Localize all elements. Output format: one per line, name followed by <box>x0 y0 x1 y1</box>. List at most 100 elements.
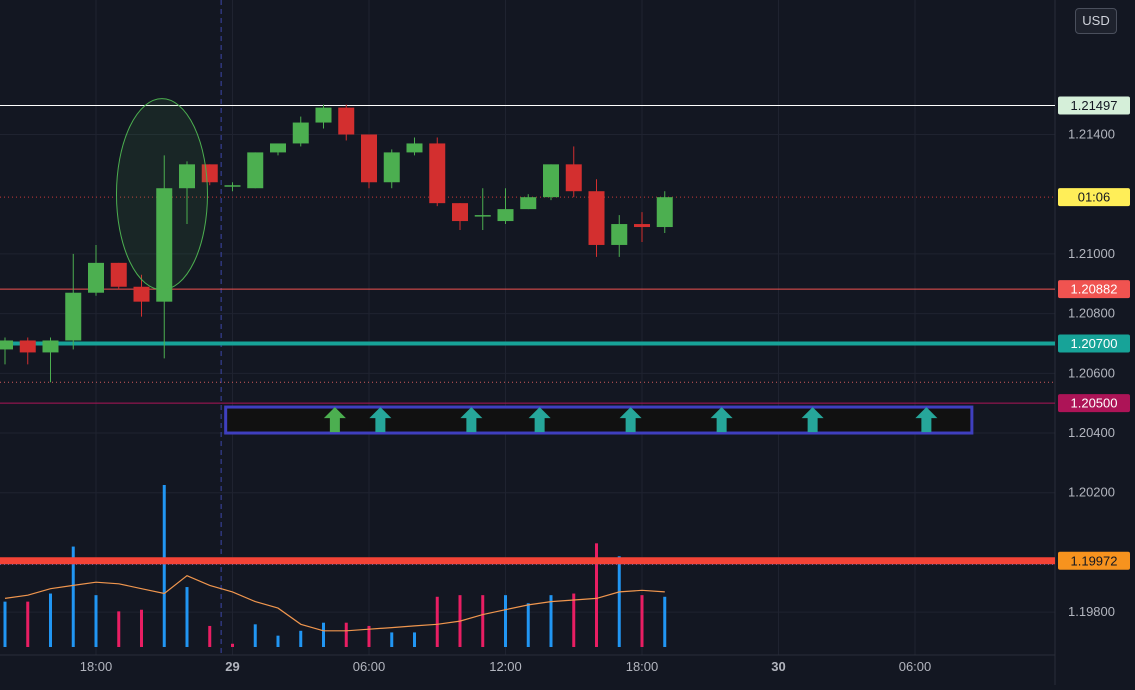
time-tick-label: 18:00 <box>80 659 113 674</box>
volume-bar <box>117 611 121 647</box>
drawings <box>115 98 974 435</box>
candle-up <box>270 143 286 156</box>
volume-bar <box>344 622 348 647</box>
candle-down <box>133 274 150 317</box>
volume-bar <box>322 622 325 647</box>
price-tick-label: 1.19800 <box>1068 604 1115 619</box>
volume-bar <box>276 635 280 647</box>
price-tick-label: 1.20800 <box>1068 306 1115 321</box>
candle-body <box>406 143 423 153</box>
volume-bar <box>617 556 621 647</box>
candle-body <box>19 340 36 353</box>
volume-bar <box>435 596 439 647</box>
price-tag <box>1058 551 1130 570</box>
price-tag-label: 1.20700 <box>1071 336 1118 351</box>
candle-body <box>565 164 582 192</box>
candle-body <box>179 164 195 189</box>
candle-up <box>474 188 491 231</box>
up-arrow-icon <box>323 407 346 433</box>
time-tick-label: 18:00 <box>626 659 659 674</box>
candle-down <box>361 134 377 189</box>
volume-bar <box>94 595 98 647</box>
price-tag-label: 1.20500 <box>1071 396 1118 411</box>
up-arrow-icon <box>801 407 824 433</box>
volume-bar <box>663 596 667 647</box>
price-levels <box>0 105 1055 565</box>
candle-up <box>383 149 400 189</box>
candles <box>0 104 673 383</box>
volume-bar <box>140 609 143 647</box>
time-tick-label: 06:00 <box>899 659 932 674</box>
candle-up <box>315 104 332 129</box>
volume-bar <box>253 624 257 647</box>
candle-up <box>156 155 173 359</box>
volume-bar <box>595 543 598 647</box>
candle-body <box>42 340 59 353</box>
price-tick-label: 1.20400 <box>1068 425 1115 440</box>
price-tick-label: 1.20600 <box>1068 365 1115 380</box>
volume-bar <box>71 546 75 647</box>
candle-down <box>19 337 36 365</box>
price-tag-label: 1.21497 <box>1071 98 1118 113</box>
candle-body <box>292 122 309 144</box>
volume-bar <box>299 630 303 647</box>
up-arrow-icon <box>369 407 392 433</box>
candle-body <box>452 203 468 222</box>
candle-body <box>474 215 491 217</box>
candle-up <box>247 152 264 189</box>
candle-body <box>383 152 400 183</box>
price-tick-label: 1.21400 <box>1068 126 1115 141</box>
volume-pane <box>3 485 667 647</box>
volume-bar <box>231 643 234 647</box>
up-arrow-icon <box>528 407 551 433</box>
candle-body <box>270 143 286 153</box>
candle-body <box>110 262 127 287</box>
price-tag <box>1058 96 1130 115</box>
candle-up <box>543 164 559 201</box>
time-tick-label: 12:00 <box>489 659 522 674</box>
candle-body <box>224 185 241 187</box>
candle-up <box>88 244 104 296</box>
candle-body <box>588 191 605 245</box>
signal-box <box>224 405 974 435</box>
volume-bar <box>504 595 507 647</box>
volume-bar <box>390 632 394 647</box>
candle-body <box>520 197 537 210</box>
up-arrow-icon <box>619 407 642 433</box>
time-axis[interactable]: 18:00 29 06:00 12:00 18:00 30 06:00 <box>80 659 932 674</box>
candle-down <box>110 262 127 290</box>
up-arrow-icon <box>915 407 938 433</box>
volume-bar <box>367 625 371 647</box>
price-tag <box>1058 188 1130 207</box>
volume-ma-line <box>4 575 665 632</box>
highlight-ellipse <box>115 98 208 291</box>
candle-up <box>497 188 514 225</box>
volume-bar <box>640 595 644 647</box>
price-tags: 1.21497 01:06 1.20882 1.20700 1.20500 1.19972 <box>1058 96 1130 570</box>
candle-body <box>611 224 628 245</box>
candle-down <box>565 146 582 198</box>
candle-down <box>338 104 355 141</box>
volume-bar <box>162 485 166 647</box>
volume-bar <box>3 601 7 647</box>
price-axis[interactable]: 1.19800 1.20200 1.20400 1.20600 1.20800 1.210… <box>1068 126 1115 619</box>
candle-body <box>315 107 332 123</box>
volume-bar <box>572 593 576 647</box>
price-tag <box>1058 334 1130 353</box>
candle-up <box>520 194 537 210</box>
up-arrow-icon <box>460 407 483 433</box>
up-arrow-icon <box>710 407 733 433</box>
volume-bar <box>526 603 530 647</box>
candle-up <box>406 137 423 156</box>
candle-body <box>65 292 82 341</box>
currency-button[interactable]: USD <box>1075 8 1117 34</box>
candle-body <box>543 164 559 198</box>
volume-bar <box>481 595 485 647</box>
candle-body <box>429 143 446 204</box>
volume-bar <box>208 625 212 647</box>
volume-bar <box>49 593 52 647</box>
candle-up <box>224 182 241 192</box>
volume-bar <box>549 595 553 647</box>
